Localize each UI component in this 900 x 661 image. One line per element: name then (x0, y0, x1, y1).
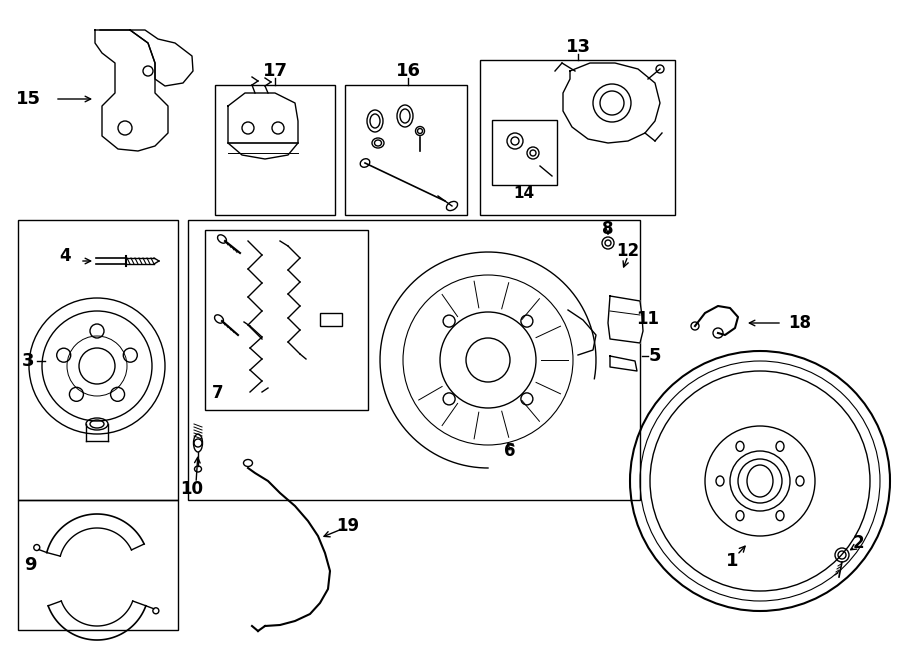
Text: 19: 19 (337, 517, 360, 535)
Bar (205, 230, 368, 410)
Text: 8: 8 (602, 220, 614, 238)
Bar (492, 120, 557, 185)
Text: 2: 2 (852, 534, 864, 552)
Bar (188, 220, 640, 500)
Text: 1: 1 (725, 552, 738, 570)
Polygon shape (100, 30, 193, 86)
Bar (215, 85, 335, 215)
Text: 5: 5 (649, 347, 662, 365)
Bar (320, 313, 342, 326)
Text: 13: 13 (565, 38, 590, 56)
Text: 10: 10 (181, 480, 203, 498)
Text: 11: 11 (636, 310, 660, 328)
Polygon shape (228, 93, 298, 159)
Text: 18: 18 (788, 314, 812, 332)
Polygon shape (608, 296, 643, 343)
Text: 16: 16 (395, 62, 420, 80)
Text: 14: 14 (513, 186, 535, 202)
Polygon shape (95, 30, 168, 151)
Text: 3: 3 (22, 352, 34, 370)
Bar (345, 85, 467, 215)
Bar (18, 220, 178, 500)
Text: 15: 15 (15, 90, 40, 108)
Bar (18, 500, 178, 630)
Text: 17: 17 (263, 62, 287, 80)
Polygon shape (563, 63, 660, 143)
Text: 12: 12 (616, 242, 640, 260)
Bar (480, 60, 675, 215)
Text: 7: 7 (212, 384, 224, 402)
Text: 6: 6 (504, 442, 516, 460)
Text: 9: 9 (23, 556, 36, 574)
Text: 4: 4 (59, 247, 71, 265)
